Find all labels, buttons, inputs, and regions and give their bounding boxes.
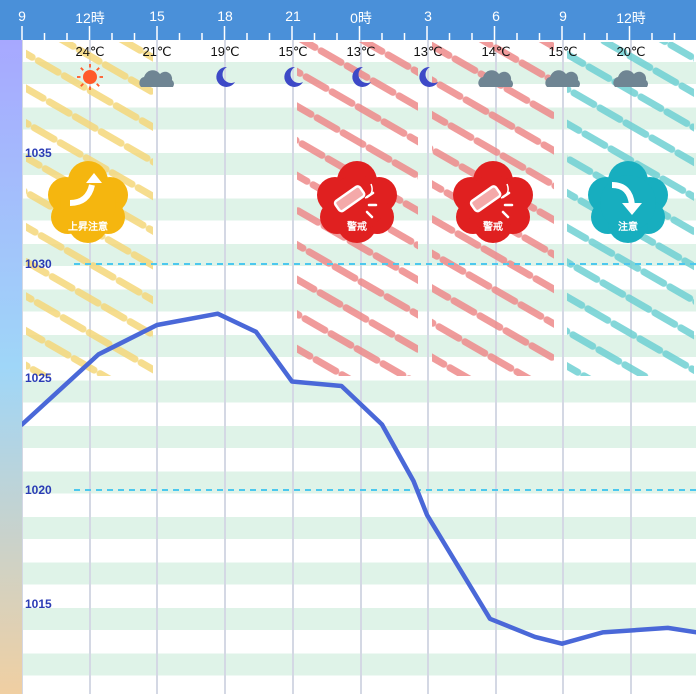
alert-badge[interactable] [317, 161, 397, 243]
grid-band [22, 653, 696, 676]
hour-label: 3 [424, 8, 432, 24]
cloud-icon [545, 70, 580, 87]
temperature-label: 15℃ [278, 44, 308, 59]
temperature-label: 13℃ [413, 44, 443, 59]
y-axis-label: 1035 [25, 146, 52, 160]
grid-band [22, 471, 696, 494]
hour-label: 6 [492, 8, 500, 24]
hour-label: 18 [217, 8, 233, 24]
moon-icon [284, 66, 303, 87]
temperature-label: 13℃ [346, 44, 376, 59]
moon-icon [216, 66, 235, 87]
alert-badge[interactable] [453, 161, 533, 243]
left-gradient-bar [0, 40, 22, 694]
hour-label: 9 [18, 8, 26, 24]
moon-icon [352, 66, 371, 87]
arrow-up-curve-icon [69, 184, 95, 206]
alert-badge[interactable] [48, 161, 128, 243]
grid-band [22, 608, 696, 630]
alert-badge-label: 警戒 [483, 222, 503, 233]
cloud-icon [139, 70, 174, 87]
alert-badge-label: 注意 [618, 222, 638, 233]
alert-badge-label: 上昇注意 [68, 222, 108, 233]
y-axis-label: 1030 [25, 257, 52, 271]
temperature-label: 24℃ [75, 44, 105, 59]
y-axis-label: 1020 [25, 483, 52, 497]
hour-label: 0時 [350, 10, 372, 26]
temperature-label: 20℃ [616, 44, 646, 59]
grid-band [22, 426, 696, 448]
dynamite-icon [469, 185, 502, 213]
cloud-icon [613, 70, 648, 87]
hour-label: 15 [149, 8, 165, 24]
temperature-label: 21℃ [142, 44, 172, 59]
sun-icon [77, 64, 103, 90]
y-axis-label: 1015 [25, 597, 52, 611]
weather-icons [77, 64, 648, 90]
dynamite-icon [333, 185, 366, 213]
hour-label: 21 [285, 8, 301, 24]
y-axis-label: 1025 [25, 371, 52, 385]
temperature-label: 15℃ [548, 44, 578, 59]
hour-label: 9 [559, 8, 567, 24]
grid-band [22, 517, 696, 539]
pressure-line [19, 311, 696, 646]
alert-badges [48, 161, 668, 243]
reference-lines [74, 263, 696, 491]
grid-band [22, 562, 696, 585]
cloud-icon [478, 70, 513, 87]
time-axis-ticks [21, 26, 676, 40]
hour-label: 12時 [75, 10, 105, 26]
temperature-label: 14℃ [481, 44, 511, 59]
alert-badge-label: 警戒 [347, 222, 367, 233]
alert-badge[interactable] [588, 161, 668, 243]
moon-icon [419, 66, 438, 87]
arrow-down-curve-icon [611, 182, 635, 206]
time-axis-header [0, 0, 696, 40]
temperature-label: 19℃ [210, 44, 240, 59]
grid-band [22, 380, 696, 403]
hour-label: 12時 [616, 10, 646, 26]
